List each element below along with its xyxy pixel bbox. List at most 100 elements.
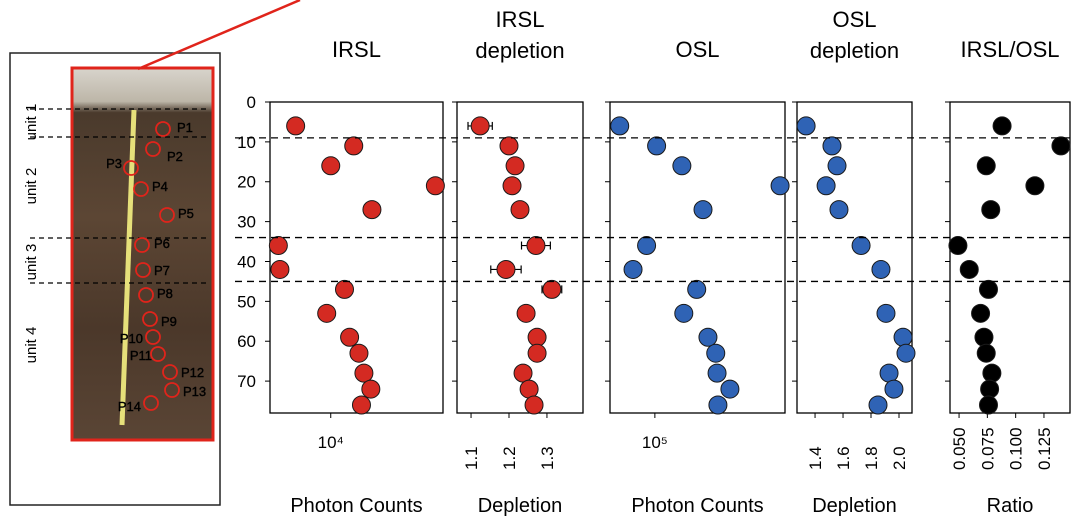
data-point <box>720 379 740 399</box>
data-point <box>344 136 364 156</box>
x-axis-label: Photon Counts <box>290 495 422 517</box>
data-point <box>526 236 546 256</box>
x-axis-label: Depletion <box>478 495 563 517</box>
y-tick-label: 50 <box>237 292 256 311</box>
data-point <box>268 236 288 256</box>
sample-label: P11 <box>130 348 152 363</box>
data-point <box>672 156 692 176</box>
data-point <box>270 259 290 279</box>
y-tick-label: 60 <box>237 332 256 351</box>
y-tick-label: 30 <box>237 213 256 232</box>
data-point <box>496 259 516 279</box>
data-point <box>959 259 979 279</box>
x-tick-label: 1.8 <box>862 446 881 470</box>
sample-label: P13 <box>183 384 206 399</box>
panel-title: OSL <box>832 7 876 32</box>
x-tick-label: 2.0 <box>890 446 909 470</box>
data-point <box>516 303 536 323</box>
x-tick-label: 1.1 <box>462 446 481 470</box>
sample-circle <box>145 329 161 345</box>
data-point <box>637 236 657 256</box>
data-point <box>610 116 630 136</box>
photo-unit-lines <box>30 108 210 284</box>
x-tick-label: 1.4 <box>806 446 825 470</box>
data-point <box>335 279 355 299</box>
data-point <box>349 343 369 363</box>
soil-photo <box>70 66 215 442</box>
data-point <box>976 156 996 176</box>
sample-label: P6 <box>154 236 170 251</box>
x-tick-label: 1.6 <box>834 446 853 470</box>
data-point <box>513 363 533 383</box>
data-point <box>623 259 643 279</box>
sample-label: P3 <box>106 156 122 171</box>
plot-frame <box>609 101 786 414</box>
data-point <box>982 363 1002 383</box>
data-point <box>896 343 916 363</box>
data-point <box>851 236 871 256</box>
data-point <box>1051 136 1071 156</box>
data-point <box>980 379 1000 399</box>
panel-title: depletion <box>475 38 564 63</box>
data-point <box>827 156 847 176</box>
data-point <box>816 176 836 196</box>
data-point <box>796 116 816 136</box>
data-point <box>317 303 337 323</box>
y-tick-label: 10 <box>237 133 256 152</box>
data-point <box>527 327 547 347</box>
data-point <box>978 395 998 415</box>
plot-frame <box>949 101 1071 414</box>
sample-circle <box>145 141 161 157</box>
data-point <box>542 279 562 299</box>
sample-circle <box>164 382 180 398</box>
sample-label: P8 <box>157 286 173 301</box>
unit-label: unit 1 <box>23 104 40 141</box>
sample-circle <box>162 364 178 380</box>
data-point <box>470 116 490 136</box>
data-point <box>674 303 694 323</box>
data-point <box>505 156 525 176</box>
x-tick-label: 10⁵ <box>642 433 668 452</box>
data-point <box>868 395 888 415</box>
unit-label: unit 3 <box>23 244 40 281</box>
data-point <box>871 259 891 279</box>
data-point <box>362 200 382 220</box>
x-tick-label: 0.100 <box>1007 427 1026 470</box>
data-point <box>354 363 374 383</box>
data-point <box>519 379 539 399</box>
x-axis-label: Photon Counts <box>631 495 763 517</box>
data-point <box>992 116 1012 136</box>
y-tick-label: 70 <box>237 372 256 391</box>
plot-frame <box>456 101 584 414</box>
data-point <box>361 379 381 399</box>
data-point <box>687 279 707 299</box>
panel-title: depletion <box>810 38 899 63</box>
data-point <box>340 327 360 347</box>
measuring-tape <box>119 109 137 426</box>
data-point <box>647 136 667 156</box>
data-point <box>829 200 849 220</box>
data-point <box>770 176 790 196</box>
x-tick-label: 0.075 <box>978 427 997 470</box>
x-tick-label: 0.050 <box>950 427 969 470</box>
sample-circle <box>138 287 154 303</box>
data-point <box>693 200 713 220</box>
x-tick-label: 1.3 <box>538 446 557 470</box>
data-point <box>981 200 1001 220</box>
data-point <box>527 343 547 363</box>
data-point <box>974 327 994 347</box>
sample-circle <box>123 160 139 176</box>
data-point <box>976 343 996 363</box>
sample-circle <box>150 346 166 362</box>
sample-label: P10 <box>120 331 143 346</box>
data-point <box>706 343 726 363</box>
panel-title: OSL <box>675 37 719 62</box>
sample-label: P7 <box>154 263 170 278</box>
data-point <box>884 379 904 399</box>
panel-title: IRSL <box>496 7 545 32</box>
pointer-line <box>137 0 301 71</box>
sample-label: P12 <box>181 365 204 380</box>
sample-circle <box>155 121 171 137</box>
x-tick-label: 10⁴ <box>318 433 344 452</box>
unit-label: unit 4 <box>23 327 40 364</box>
